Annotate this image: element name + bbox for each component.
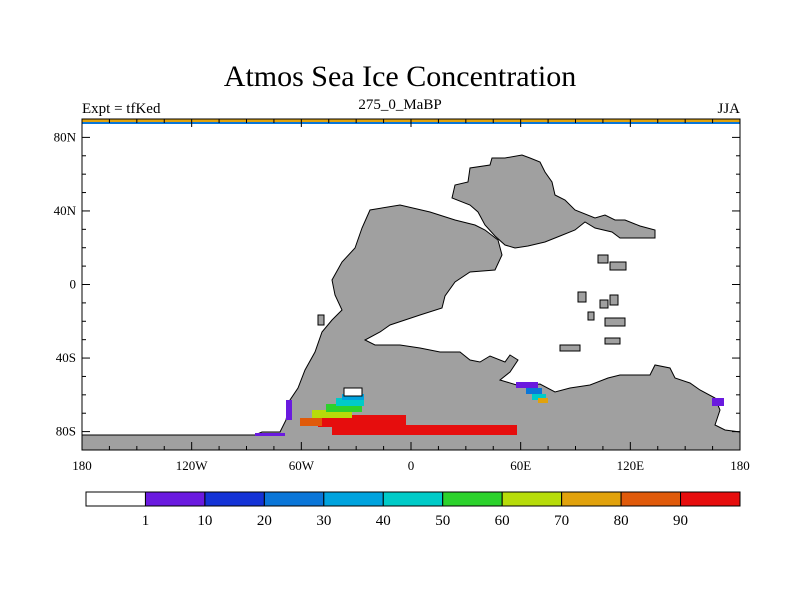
colorbar-label: 30: [316, 513, 331, 529]
colorbar-box: [442, 491, 503, 507]
x-tick-label: 120E: [617, 458, 645, 473]
colorbar-box: [85, 491, 146, 507]
colorbar-label: 1: [142, 513, 150, 529]
x-tick-label: 0: [408, 458, 415, 473]
y-tick-label: 40S: [56, 350, 76, 365]
ice-patch-east-yellow: [538, 398, 548, 403]
colorbar-label: 80: [614, 513, 629, 529]
colorbar-box: [561, 491, 622, 507]
colorbar-box: [204, 491, 265, 507]
land-pangaea: [81, 204, 741, 451]
colorbar-label: 50: [435, 513, 450, 529]
y-tick-label: 40N: [54, 203, 77, 218]
colorbar-box: [263, 491, 325, 507]
x-tick-label: 180: [730, 458, 750, 473]
ice-patch-orange: [300, 418, 322, 426]
island-1: [577, 291, 587, 303]
ice-edge-purple-west: [286, 400, 292, 420]
ice-patch-yellow: [312, 410, 352, 418]
ice-patch-white-lake: [343, 387, 363, 397]
colorbar-box: [382, 491, 444, 507]
island-9: [597, 254, 609, 264]
island-4: [604, 317, 626, 327]
season-label: JJA: [717, 101, 740, 117]
land-laurasia: [451, 154, 656, 249]
island-10: [609, 261, 627, 271]
period-label: 275_0_MaBP: [358, 97, 442, 113]
island-7: [604, 337, 621, 345]
island-3: [599, 299, 609, 309]
x-tick-label: 60E: [510, 458, 531, 473]
colorbar-box: [680, 491, 741, 507]
ice-patch-east-blue: [526, 388, 542, 394]
island-6: [559, 344, 581, 352]
island-5: [609, 294, 619, 306]
ice-patch-east-purple: [516, 382, 538, 388]
y-tick-label: 80S: [56, 424, 76, 439]
ice-patch-lightblue: [342, 394, 364, 400]
y-tick-label: 80N: [54, 129, 77, 144]
ice-edge-purple-east: [712, 398, 724, 406]
ice-edge-purple-west2: [255, 433, 285, 436]
colorbar-box: [501, 491, 563, 507]
ice-patch-green: [326, 404, 362, 412]
colorbar-box: [144, 491, 206, 507]
ice-patch-cyan: [336, 398, 364, 406]
colorbar-box: [323, 491, 384, 507]
colorbar-label: 70: [554, 513, 569, 529]
x-tick-label: 180: [72, 458, 92, 473]
x-tick-label: 120W: [176, 458, 209, 473]
colorbar-label: 90: [673, 513, 688, 529]
ice-strip-red: [332, 425, 517, 435]
colorbar-label: 20: [257, 513, 272, 529]
ice-patch-east-cyan: [532, 394, 546, 400]
experiment-label: Expt = tfKed: [82, 101, 161, 117]
island-8: [317, 314, 325, 326]
x-tick-label: 60W: [289, 458, 315, 473]
colorbar-label: 40: [376, 513, 391, 529]
axis-ticks: 180 120W 60W 0 60E 120E 180 80N 40N 0 40S 80S: [54, 118, 750, 473]
colorbar: 1 10 20 30 40 50 60 70 80 90: [85, 491, 741, 529]
y-tick-label: 0: [70, 277, 77, 292]
colorbar-label: 10: [197, 513, 212, 529]
island-2: [587, 311, 595, 321]
colorbar-label: 60: [495, 513, 510, 529]
colorbar-box: [620, 491, 682, 507]
plot-title: Atmos Sea Ice Concentration: [223, 60, 577, 93]
